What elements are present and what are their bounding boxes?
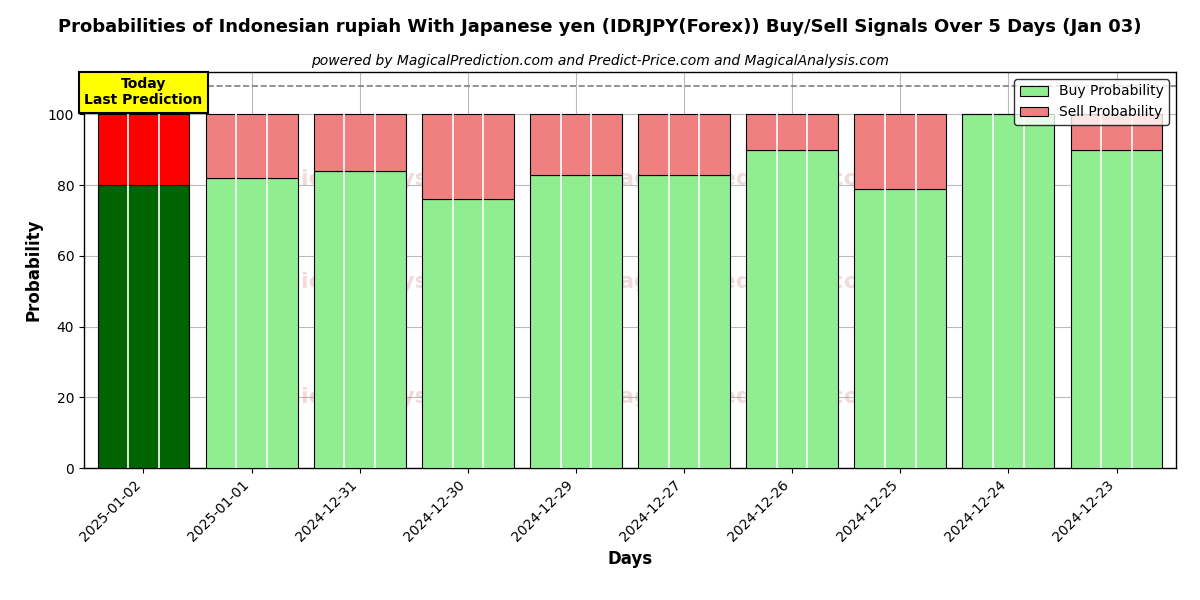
Text: MagicalAnalysis.com: MagicalAnalysis.com	[248, 272, 510, 292]
Bar	[1070, 115, 1163, 150]
Bar	[638, 175, 730, 468]
Bar	[205, 178, 298, 468]
X-axis label: Days: Days	[607, 550, 653, 568]
Bar	[313, 171, 406, 468]
Text: MagicalPrediction.com: MagicalPrediction.com	[596, 387, 882, 407]
Bar	[746, 115, 838, 150]
Text: Probabilities of Indonesian rupiah With Japanese yen (IDRJPY(Forex)) Buy/Sell Si: Probabilities of Indonesian rupiah With …	[59, 18, 1141, 36]
Y-axis label: Probability: Probability	[24, 219, 42, 321]
Legend: Buy Probability, Sell Probability: Buy Probability, Sell Probability	[1014, 79, 1169, 125]
Bar	[422, 115, 514, 199]
Bar	[97, 115, 190, 185]
Text: powered by MagicalPrediction.com and Predict-Price.com and MagicalAnalysis.com: powered by MagicalPrediction.com and Pre…	[311, 54, 889, 68]
Bar	[530, 175, 622, 468]
Bar	[1070, 150, 1163, 468]
Bar	[422, 199, 514, 468]
Text: MagicalAnalysis.com: MagicalAnalysis.com	[248, 169, 510, 189]
Text: MagicalPrediction.com: MagicalPrediction.com	[596, 169, 882, 189]
Bar	[746, 150, 838, 468]
Text: Today
Last Prediction: Today Last Prediction	[84, 77, 203, 107]
Bar	[854, 188, 947, 468]
Text: MagicalPrediction.com: MagicalPrediction.com	[596, 272, 882, 292]
Bar	[97, 185, 190, 468]
Bar	[638, 115, 730, 175]
Bar	[205, 115, 298, 178]
Bar	[854, 115, 947, 188]
Text: MagicalAnalysis.com: MagicalAnalysis.com	[248, 387, 510, 407]
Bar	[313, 115, 406, 171]
Bar	[962, 115, 1055, 468]
Bar	[530, 115, 622, 175]
